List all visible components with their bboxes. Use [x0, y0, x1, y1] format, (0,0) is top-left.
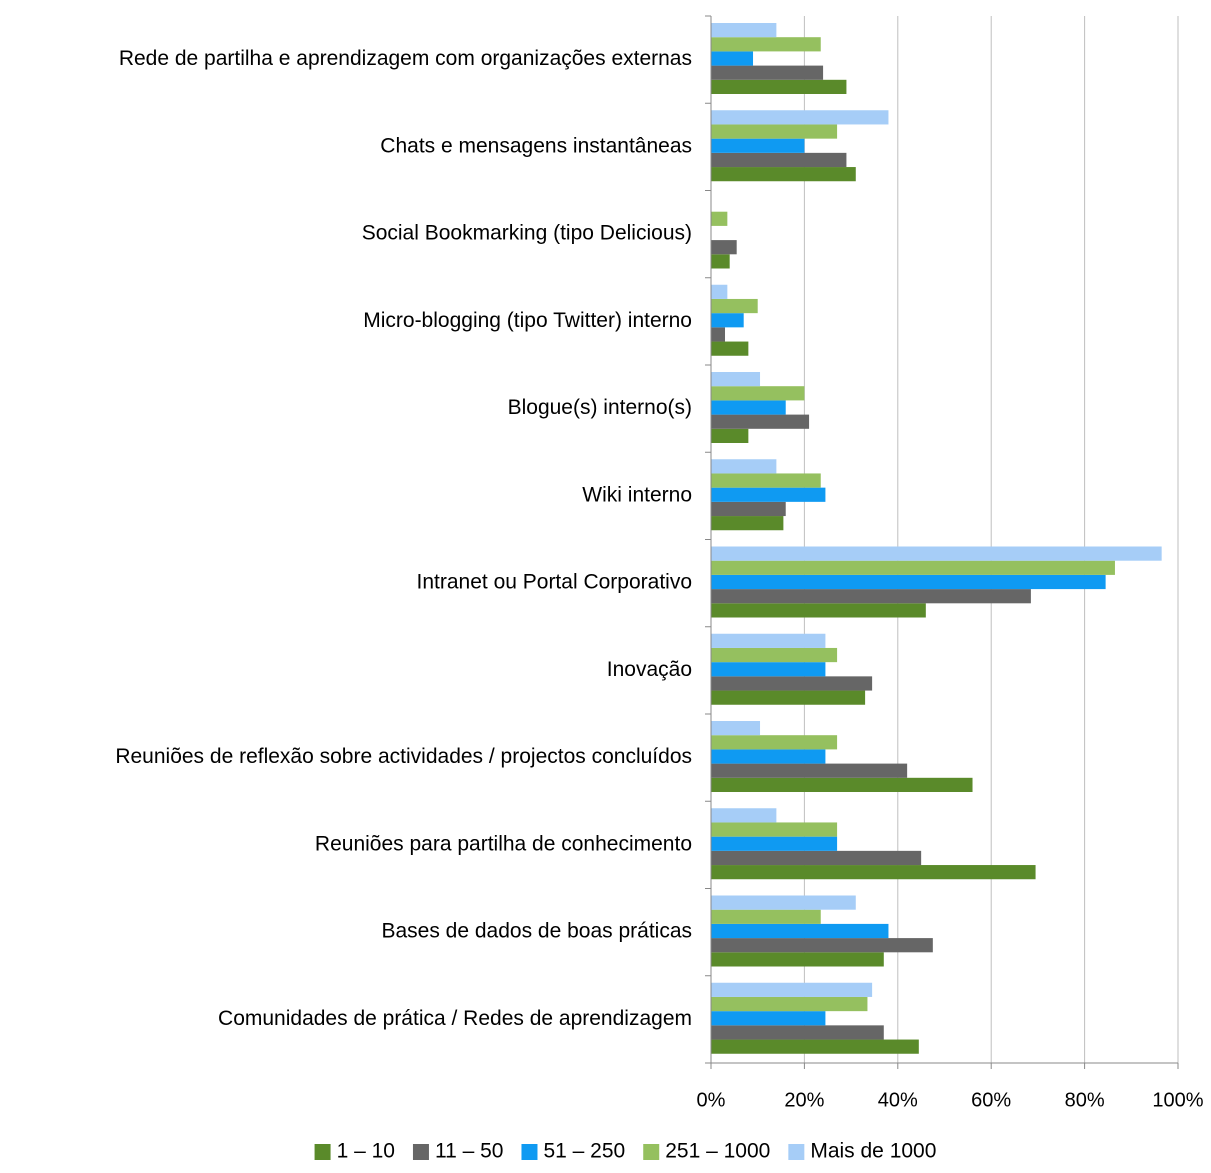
bar — [711, 603, 926, 618]
bar — [711, 372, 761, 387]
bar — [711, 690, 866, 705]
x-tick-label: 100% — [1152, 1089, 1203, 1111]
category-label: Rede de partilha e aprendizagem com orga… — [119, 47, 692, 70]
legend: 1 – 10 11 – 50 51 – 250 251 – 1000 Mais de 1… — [314, 1140, 936, 1163]
bar — [711, 589, 1031, 604]
bar — [711, 938, 933, 953]
bar — [711, 1025, 884, 1040]
bar — [711, 152, 847, 168]
bar — [711, 414, 810, 429]
legend-label: 11 – 50 — [435, 1140, 504, 1163]
bar — [711, 777, 973, 792]
category-label: Comunidades de prática / Redes de aprend… — [218, 1007, 692, 1030]
bar — [711, 647, 838, 663]
bar — [711, 110, 889, 125]
bar — [711, 37, 821, 52]
bar — [711, 298, 758, 314]
bar — [711, 386, 805, 401]
category-label: Chats e mensagens instantâneas — [380, 134, 692, 157]
bar — [711, 487, 826, 502]
x-tick-label: 0% — [697, 1089, 726, 1111]
bar — [711, 167, 856, 182]
bar — [711, 138, 805, 153]
bars — [711, 23, 1162, 1054]
bar — [711, 574, 1106, 590]
bar — [711, 51, 754, 66]
bar — [711, 560, 1115, 575]
bar — [711, 952, 884, 967]
bar — [711, 633, 826, 648]
bar — [711, 284, 728, 299]
bar — [711, 735, 838, 750]
bar — [711, 473, 821, 488]
category-label: Bases de dados de boas práticas — [381, 920, 692, 943]
bar — [711, 516, 784, 531]
bar — [711, 459, 777, 474]
category-label: Blogue(s) interno(s) — [508, 396, 692, 419]
x-tick-label: 60% — [971, 1089, 1011, 1111]
bar — [711, 749, 826, 764]
bar — [711, 982, 873, 997]
bar — [711, 124, 838, 139]
bar — [711, 1039, 919, 1054]
bar — [711, 850, 922, 866]
category-label: Inovação — [607, 658, 692, 681]
category-label: Micro-blogging (tipo Twitter) interno — [363, 309, 692, 332]
legend-label: 1 – 10 — [337, 1140, 395, 1163]
legend-label: Mais de 1000 — [810, 1140, 936, 1163]
bar — [711, 909, 821, 924]
bar — [711, 808, 777, 823]
bar — [711, 923, 889, 939]
gridlines — [803, 16, 1179, 1063]
legend-label: 251 – 1000 — [665, 1140, 770, 1163]
bar — [711, 23, 777, 38]
legend-swatch — [643, 1144, 660, 1160]
x-tick-label: 80% — [1065, 1089, 1105, 1111]
bar — [711, 662, 826, 677]
bar — [711, 546, 1162, 561]
bar — [711, 501, 786, 517]
bar — [711, 721, 761, 736]
bar — [711, 313, 744, 328]
legend-swatch — [412, 1144, 429, 1160]
category-label: Reuniões de reflexão sobre actividades /… — [115, 745, 692, 768]
legend-swatch — [521, 1144, 538, 1160]
bar — [711, 836, 838, 851]
x-tick-label: 20% — [784, 1089, 824, 1111]
bar — [711, 895, 856, 910]
bar — [711, 996, 868, 1012]
bar — [711, 79, 847, 94]
bar — [711, 822, 838, 837]
bar — [711, 865, 1036, 880]
bar — [711, 211, 728, 226]
bar — [711, 327, 726, 342]
bar — [711, 65, 824, 80]
bar — [711, 400, 786, 415]
legend-label: 51 – 250 — [543, 1140, 625, 1163]
legend-swatch — [788, 1144, 805, 1160]
bar — [711, 676, 873, 691]
bar — [711, 254, 730, 269]
x-tick-label: 40% — [878, 1089, 918, 1111]
bar — [711, 341, 749, 356]
category-label: Wiki interno — [582, 483, 692, 506]
bar — [711, 240, 737, 255]
category-label: Intranet ou Portal Corporativo — [417, 571, 692, 594]
legend-swatch — [314, 1144, 331, 1160]
category-label: Reuniões para partilha de conhecimento — [315, 832, 692, 855]
category-label: Social Bookmarking (tipo Delicious) — [362, 222, 692, 245]
bar — [711, 1011, 826, 1026]
bar — [711, 428, 749, 443]
bar — [711, 763, 908, 778]
